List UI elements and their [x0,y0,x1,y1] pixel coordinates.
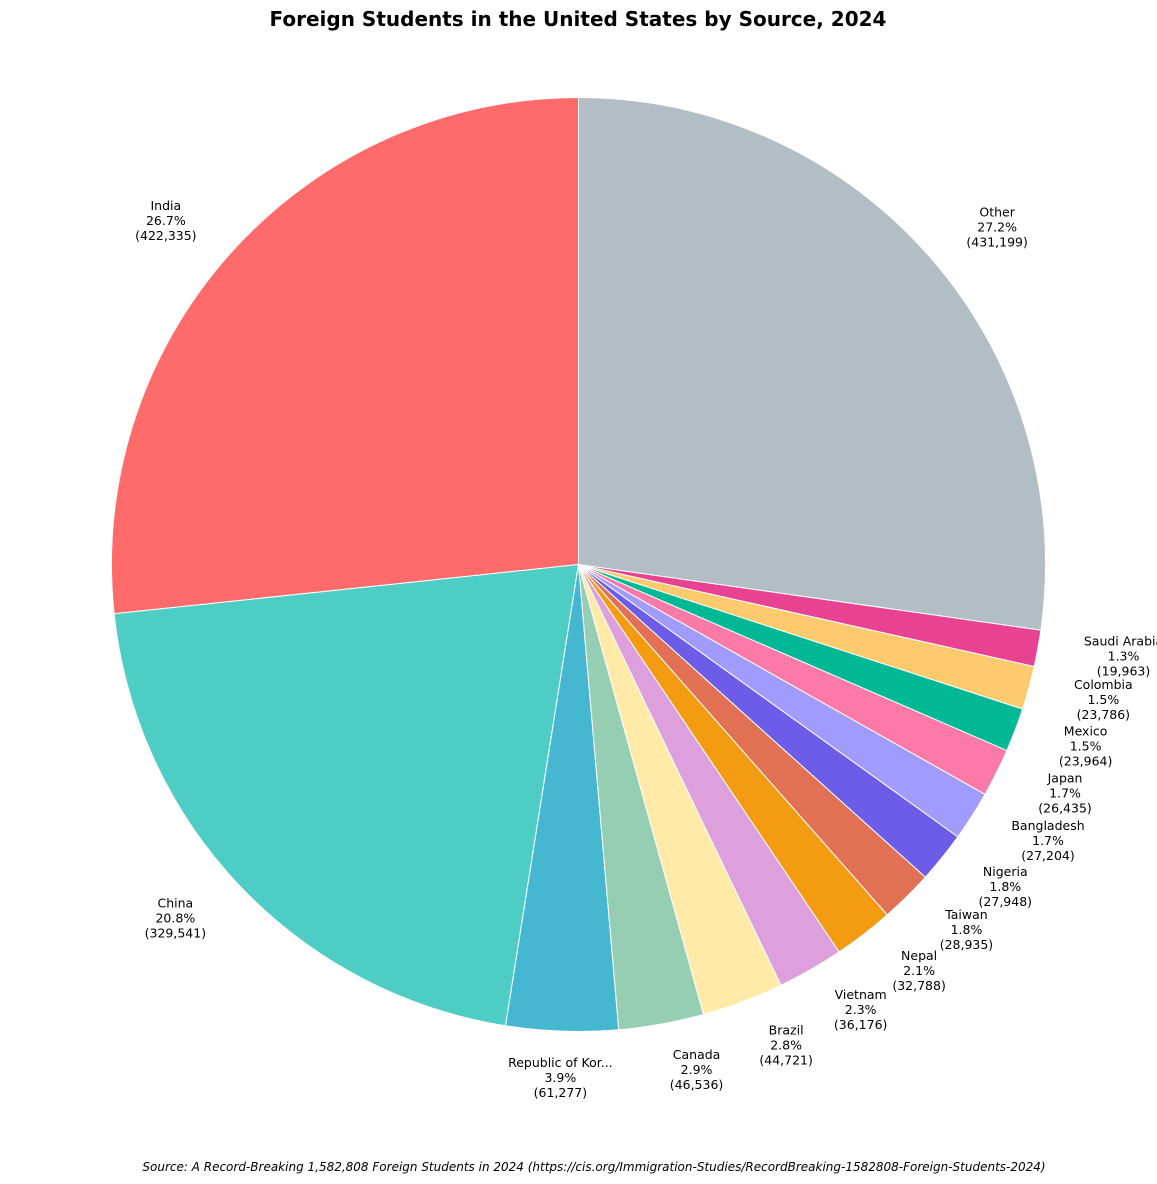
slice-label-percent: 1.7% [1032,833,1064,848]
slice-label-name: Saudi Arabia [1084,634,1157,649]
slice-label-name: Nigeria [983,864,1028,879]
slice-label-nepal: Nepal 2.1% (32,788) [892,948,946,993]
slice-label-percent: 2.8% [770,1037,802,1052]
slice-label-percent: 27.2% [977,220,1017,235]
slice-label-name: Mexico [1064,723,1108,738]
slice-label-nigeria: Nigeria 1.8% (27,948) [979,864,1033,909]
pie-slice-other [578,96,1046,631]
slice-label-percent: 2.9% [681,1062,713,1077]
pie-labels: India 26.7% (422,335) China 20.8% (329,541) Re… [135,198,1157,1100]
slice-label-name: Bangladesh [1011,818,1084,833]
chart-title: Foreign Students in the United States by… [270,7,887,31]
slice-label-count: (27,204) [1021,848,1075,863]
pie-slices [111,96,1046,1032]
slice-label-percent: 26.7% [146,213,186,228]
slice-label-saudi-arabia: Saudi Arabia 1.3% (19,963) [1084,634,1157,679]
slice-label-percent: 20.8% [155,910,195,925]
slice-label-name: Other [979,205,1015,220]
slice-label-name: Colombia [1074,677,1133,692]
slice-label-percent: 1.5% [1070,738,1102,753]
slice-label-count: (329,541) [145,925,206,940]
slice-label-percent: 1.7% [1049,786,1081,801]
slice-label-count: (19,963) [1097,664,1151,679]
slice-label-count: (28,935) [940,937,994,952]
slice-label-mexico: Mexico 1.5% (23,964) [1059,723,1113,768]
slice-label-taiwan: Taiwan 1.8% (28,935) [940,907,994,952]
slice-label-count: (23,964) [1059,753,1113,768]
slice-label-percent: 2.3% [845,1002,877,1017]
slice-label-count: (23,786) [1077,707,1131,722]
slice-label-japan: Japan 1.7% (26,435) [1038,771,1092,816]
slice-label-vietnam: Vietnam 2.3% (36,176) [834,987,888,1032]
slice-label-percent: 1.8% [989,879,1021,894]
slice-label-other: Other 27.2% (431,199) [966,205,1027,250]
slice-label-name: Brazil [769,1022,804,1037]
slice-label-count: (46,536) [670,1077,724,1092]
slice-label-name: China [157,895,193,910]
slice-label-count: (422,335) [135,228,196,243]
slice-label-name: Canada [673,1047,721,1062]
slice-label-percent: 1.8% [951,922,983,937]
slice-label-count: (36,176) [834,1017,888,1032]
slice-label-name: Republic of Kor... [508,1055,613,1070]
slice-label-count: (44,721) [759,1052,813,1067]
slice-label-name: Vietnam [835,987,887,1002]
slice-label-percent: 2.1% [903,963,935,978]
pie-slice-china [113,563,580,1027]
slice-label-brazil: Brazil 2.8% (44,721) [759,1022,813,1067]
slice-label-count: (431,199) [966,235,1027,250]
slice-label-count: (32,788) [892,978,946,993]
slice-label-colombia: Colombia 1.5% (23,786) [1074,677,1133,722]
slice-label-percent: 1.5% [1087,692,1119,707]
slice-label-name: Nepal [901,948,937,963]
slice-label-india: India 26.7% (422,335) [135,198,196,243]
slice-label-count: (61,277) [534,1085,588,1100]
slice-label-republic-of-kor: Republic of Kor... 3.9% (61,277) [508,1055,613,1100]
slice-label-percent: 3.9% [544,1070,576,1085]
slice-label-bangladesh: Bangladesh 1.7% (27,204) [1011,818,1084,863]
slice-label-count: (27,948) [979,894,1033,909]
slice-label-name: Japan [1047,771,1083,786]
slice-label-china: China 20.8% (329,541) [145,895,206,940]
slice-label-name: India [151,198,182,213]
slice-label-canada: Canada 2.9% (46,536) [670,1047,724,1092]
pie-slice-india [111,96,579,615]
slice-label-name: Taiwan [944,907,988,922]
source-note: Source: A Record-Breaking 1,582,808 Fore… [142,1160,1045,1174]
slice-label-count: (26,435) [1038,801,1092,816]
slice-label-percent: 1.3% [1108,649,1140,664]
